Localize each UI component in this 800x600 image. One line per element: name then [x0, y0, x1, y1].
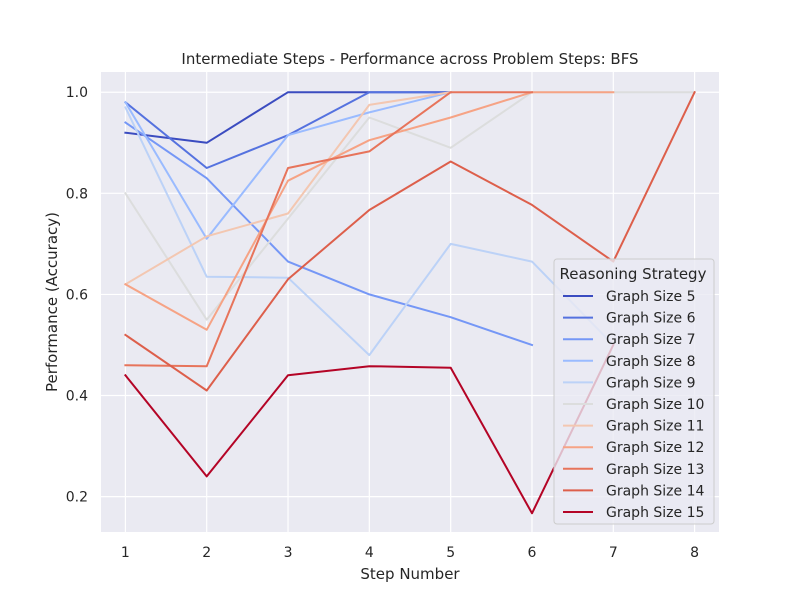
x-axis-label: Step Number [360, 565, 460, 583]
legend-label: Graph Size 9 [606, 375, 696, 391]
y-axis-label: Performance (Accuracy) [43, 212, 61, 392]
x-tick-label: 5 [446, 545, 455, 561]
series-line [124, 106, 615, 357]
y-tick-labels: 0.2 0.4 0.6 0.8 1.0 [66, 85, 88, 505]
y-tick-label: 1.0 [66, 85, 88, 101]
series-line [124, 91, 533, 368]
x-tick-label: 1 [121, 545, 130, 561]
legend-label: Graph Size 7 [606, 332, 696, 348]
y-tick-label: 0.2 [66, 490, 88, 506]
x-tick-label: 3 [284, 545, 293, 561]
series-line [124, 90, 696, 392]
x-tick-label: 6 [528, 545, 537, 561]
series-line [123, 343, 615, 515]
chart-title: Intermediate Steps - Performance across … [181, 50, 638, 68]
legend-label: Graph Size 5 [606, 289, 696, 305]
legend-items: Graph Size 5 Graph Size 6 Graph Size 7 Grap… [563, 289, 704, 521]
legend-label: Graph Size 15 [606, 505, 704, 521]
legend-label: Graph Size 10 [606, 397, 704, 413]
y-tick-label: 0.8 [66, 186, 88, 202]
legend-label: Graph Size 11 [606, 419, 704, 435]
x-tick-label: 2 [202, 545, 211, 561]
series-lines [123, 90, 696, 515]
legend-box [553, 258, 715, 525]
legend-label: Graph Size 8 [606, 354, 696, 370]
legend-label: Graph Size 6 [606, 311, 696, 327]
x-tick-label: 8 [690, 545, 699, 561]
y-tick-label: 0.4 [66, 389, 88, 405]
series-line [124, 121, 534, 347]
legend-label: Graph Size 12 [606, 440, 704, 456]
x-tick-label: 4 [365, 545, 374, 561]
legend-label: Graph Size 14 [606, 483, 704, 499]
series-line [124, 91, 452, 286]
y-tick-label: 0.6 [66, 287, 88, 303]
x-tick-labels: 1 2 3 4 5 6 7 8 [121, 545, 699, 561]
legend-title: Reasoning Strategy [560, 265, 707, 283]
legend-label: Graph Size 13 [606, 462, 704, 478]
x-tick-label: 7 [609, 545, 618, 561]
series-line [124, 90, 452, 240]
